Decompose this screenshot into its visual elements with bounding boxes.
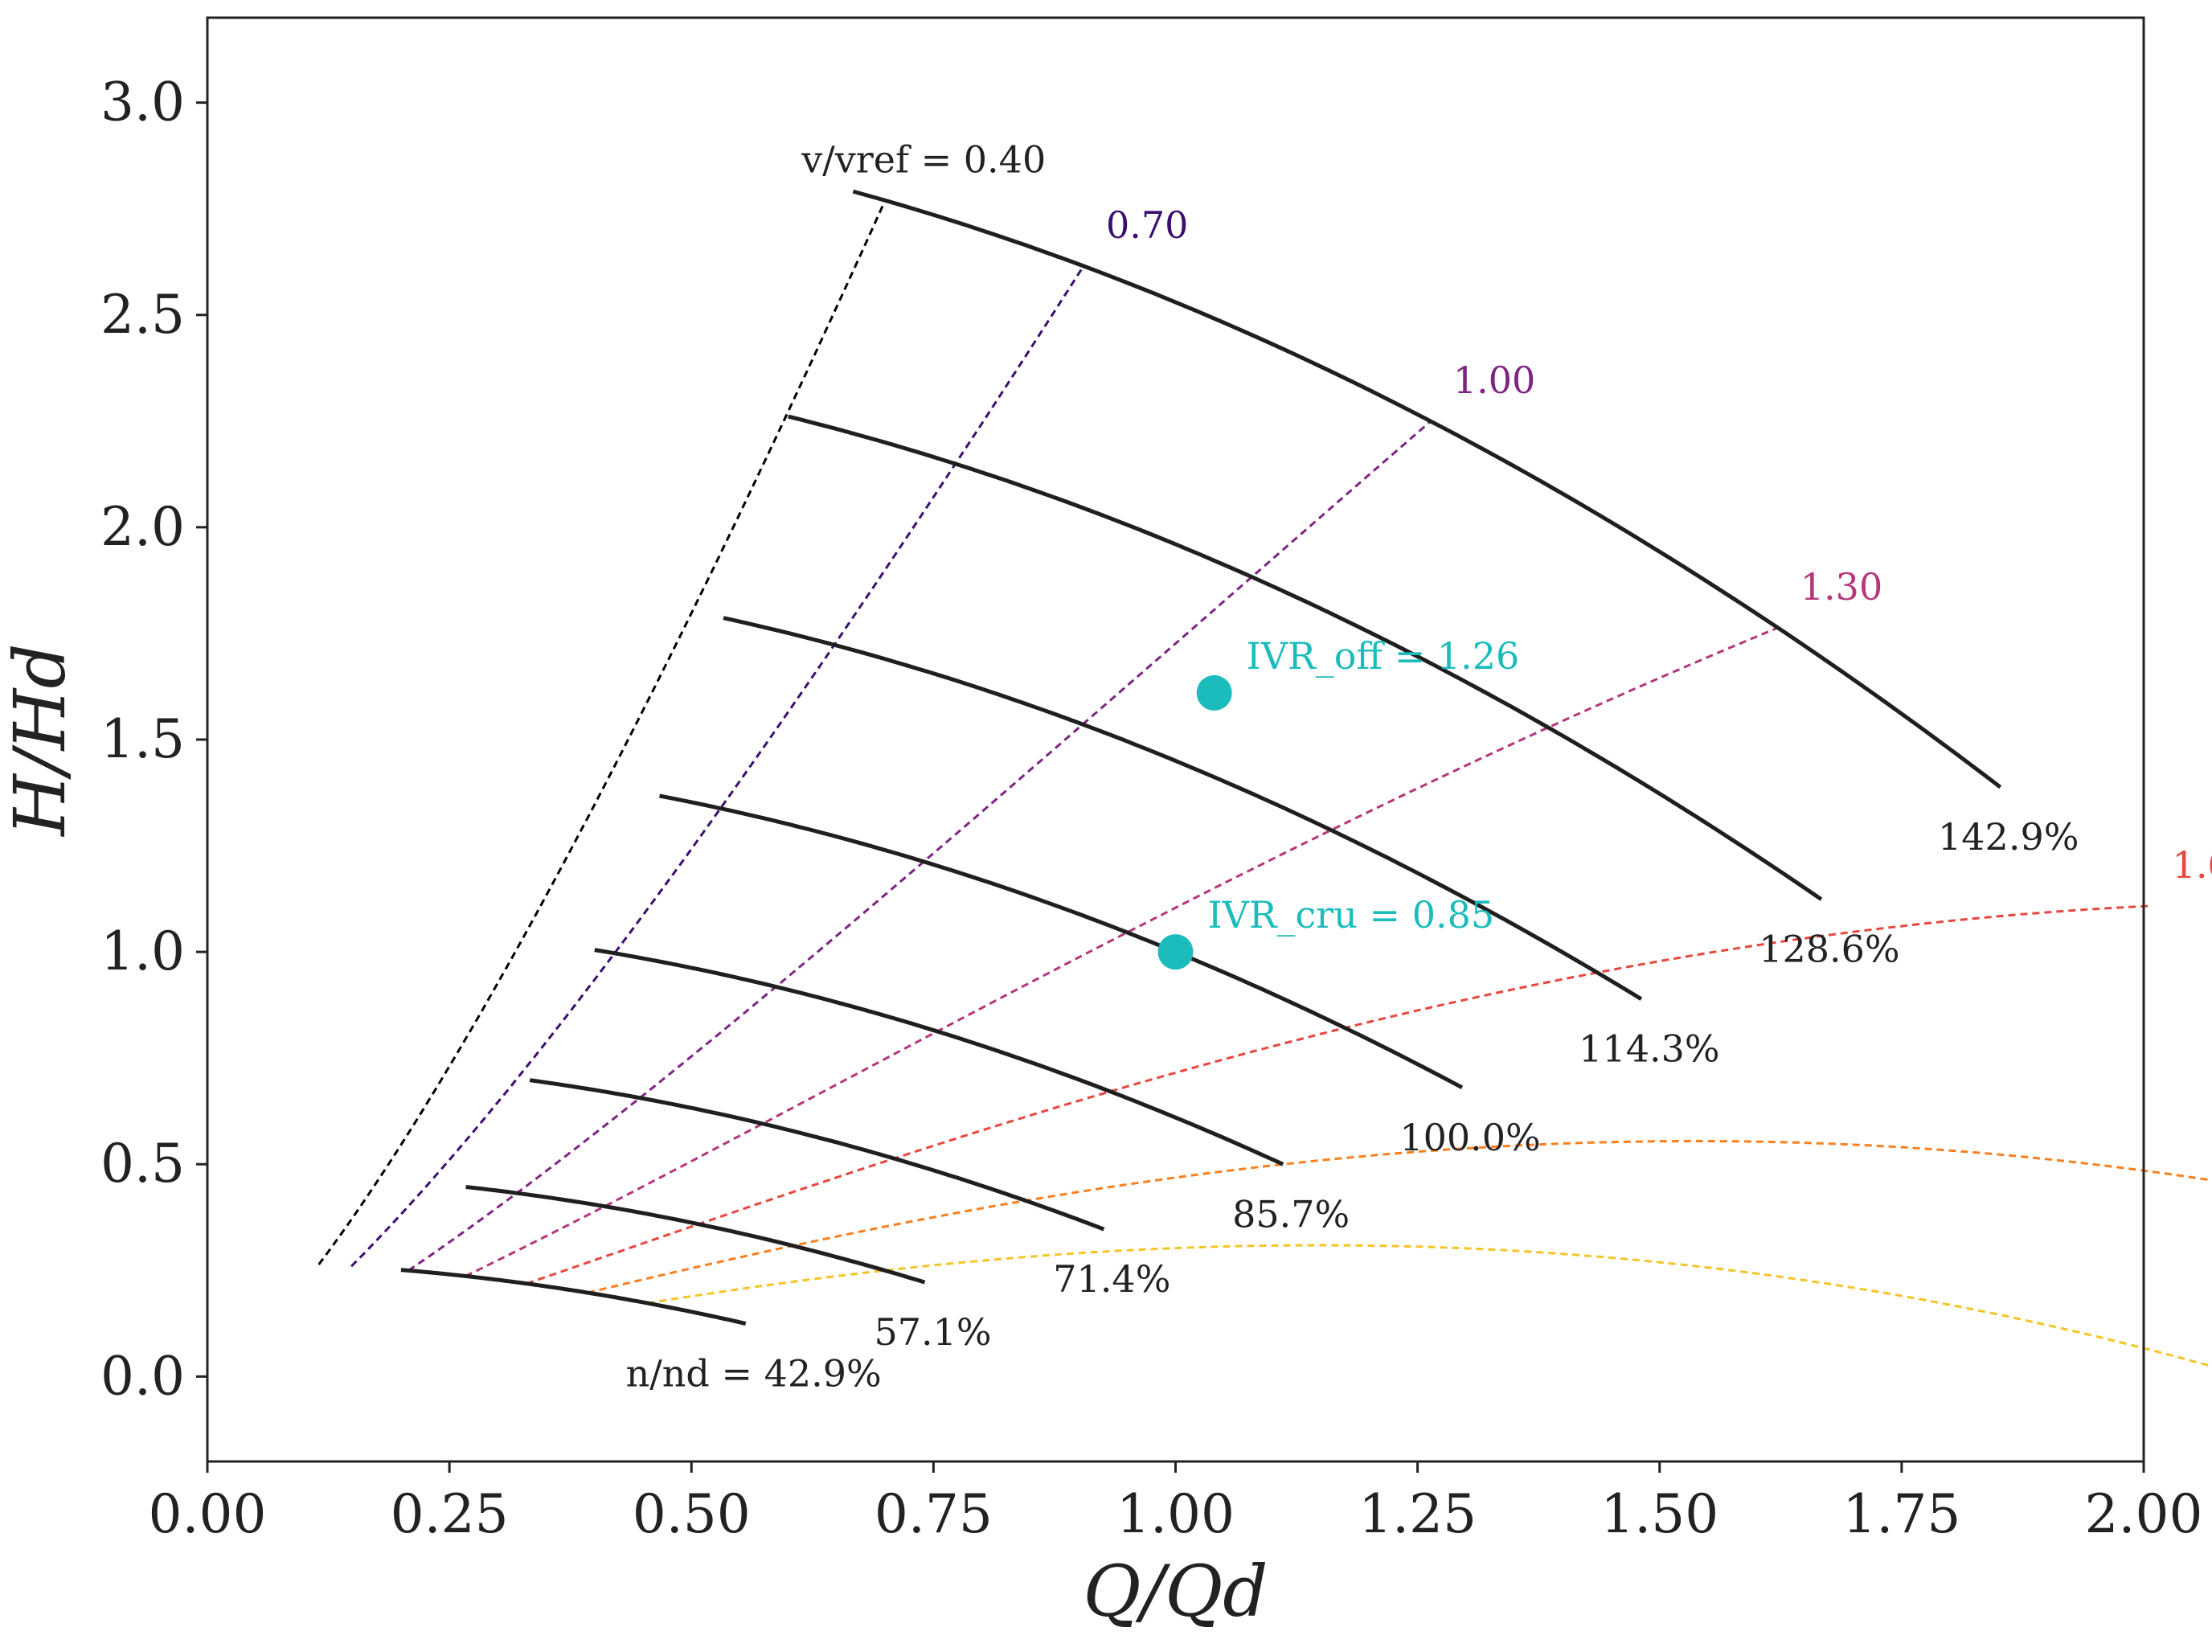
speed-curves	[400, 189, 2002, 1326]
speed-curve-label: 100.0%	[1399, 1116, 1540, 1159]
velocity-line	[647, 1244, 2212, 1368]
velocity-line	[350, 265, 1085, 1268]
axis-ticks: 0.00 0.25 0.50 0.75 1.00 1.25 1.50 1.75 2.00 0.0 0…	[100, 72, 2202, 1545]
speed-curve	[852, 189, 2002, 789]
velocity-line	[408, 420, 1432, 1272]
velocity-line	[465, 626, 1779, 1277]
x-tick-label: 0.00	[149, 1483, 267, 1545]
velocity-line-label: v/vref = 0.40	[801, 137, 1046, 181]
velocity-line	[587, 1139, 2212, 1294]
operating-points	[1157, 674, 1232, 970]
x-tick-label: 0.50	[633, 1483, 751, 1545]
y-tick-label: 2.0	[100, 496, 185, 558]
speed-curve	[400, 1268, 747, 1326]
velocity-line-label: 0.70	[1106, 203, 1188, 247]
y-axis-label: H/Hd	[0, 643, 81, 837]
operating-point-marker	[1157, 934, 1194, 970]
y-tick-label: 0.0	[100, 1345, 185, 1407]
chart-labels: n/nd = 42.9%57.1% 71.4% 85.7% 100.0% 114.3% 1…	[626, 137, 2212, 1395]
x-axis-label: Q/Qd	[1083, 1550, 1268, 1633]
y-tick-label: 0.5	[100, 1133, 185, 1195]
x-tick-label: 0.25	[391, 1483, 509, 1545]
x-tick-label: 2.00	[2085, 1483, 2203, 1545]
operating-point-label: IVR_off = 1.26	[1247, 634, 1520, 678]
speed-curve-label: 114.3%	[1579, 1027, 1719, 1071]
y-tick-label: 3.0	[100, 72, 185, 133]
velocity-lines	[317, 199, 2212, 1368]
speed-curve-label: 85.7%	[1232, 1192, 1350, 1236]
velocity-line-label: 1.30	[1800, 565, 1882, 609]
y-tick-label: 1.5	[100, 708, 185, 770]
y-tick-label: 1.0	[100, 920, 185, 982]
velocity-line	[317, 199, 887, 1265]
velocity-line-label: 1.00	[1453, 359, 1535, 402]
speed-curve-label: 128.6%	[1759, 928, 1899, 971]
speed-curve	[594, 948, 1284, 1166]
speed-curve	[529, 1078, 1105, 1232]
operating-point-label: IVR_cru = 0.85	[1208, 893, 1495, 937]
speed-curve-label: 71.4%	[1053, 1257, 1170, 1301]
speed-curve	[723, 616, 1643, 1001]
speed-curve	[788, 414, 1823, 901]
speed-curve	[659, 793, 1464, 1090]
speed-curve-label: n/nd = 42.9%	[626, 1351, 882, 1395]
speed-curve-label: 57.1%	[874, 1310, 991, 1354]
speed-curve-label: 142.9%	[1938, 815, 2079, 859]
speed-curve	[465, 1185, 926, 1285]
velocity-line-label: 1.60	[2173, 843, 2212, 887]
x-tick-label: 0.75	[875, 1483, 993, 1545]
x-tick-label: 1.00	[1116, 1483, 1235, 1545]
operating-point-marker	[1196, 674, 1232, 711]
x-tick-label: 1.25	[1358, 1483, 1477, 1545]
x-tick-label: 1.50	[1600, 1483, 1718, 1545]
x-tick-label: 1.75	[1842, 1483, 1960, 1545]
velocity-line	[526, 904, 2150, 1285]
y-tick-label: 2.5	[100, 284, 185, 346]
